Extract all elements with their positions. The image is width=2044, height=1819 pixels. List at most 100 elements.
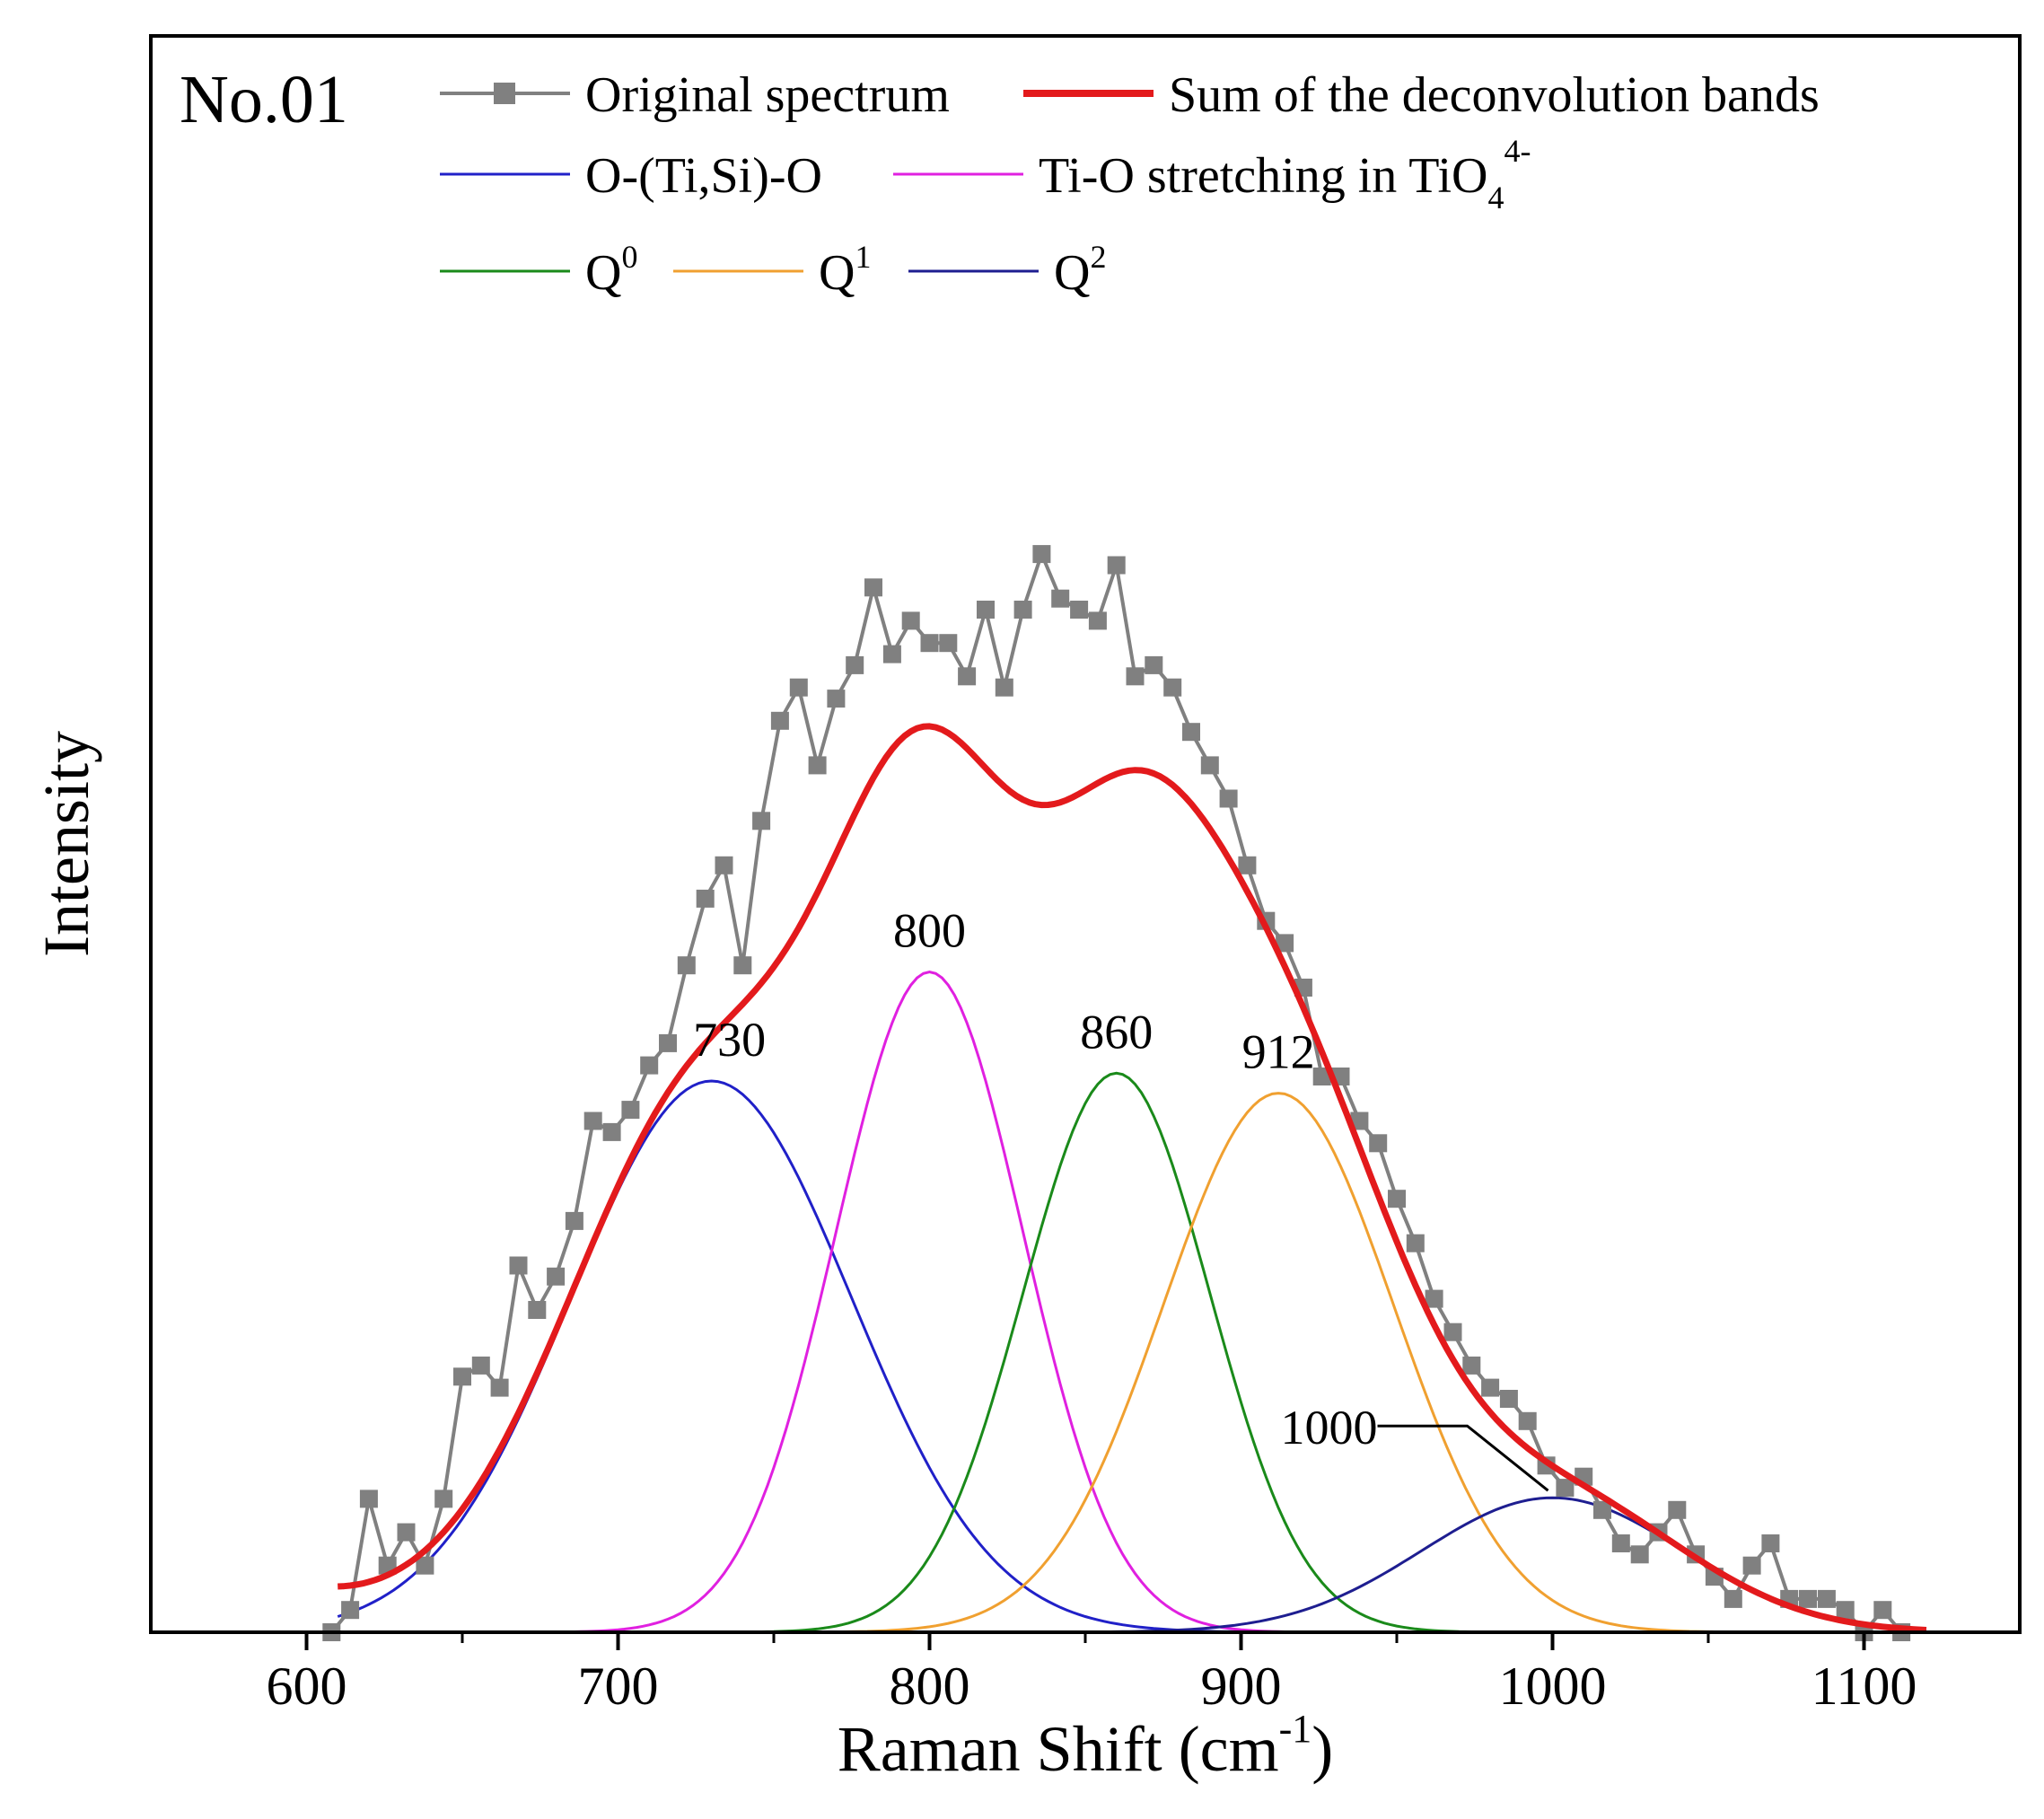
original-spectrum-point (1182, 723, 1200, 742)
x-axis-title-main: Raman Shift (cm (838, 1713, 1279, 1785)
peak-label-leader-line (1377, 1424, 1549, 1492)
legend-label-q0: Q0 (585, 239, 637, 301)
legend-label-q1: Q1 (819, 239, 871, 301)
x-axis-title-close: ) (1311, 1713, 1333, 1785)
original-spectrum-point (621, 1101, 640, 1120)
original-spectrum-point (1836, 1601, 1855, 1620)
original-spectrum-point (1238, 856, 1257, 874)
original-spectrum-point (509, 1256, 528, 1275)
original-spectrum-point (1070, 601, 1089, 619)
original-spectrum-point (1276, 934, 1294, 953)
original-spectrum-point (1799, 1589, 1817, 1608)
original-spectrum-point (1556, 1479, 1575, 1498)
x-tick-label: 800 (890, 1656, 970, 1716)
original-spectrum-point (882, 645, 901, 663)
legend-label-q1-sup: 1 (855, 239, 871, 275)
legend-label-tio-sup: 4- (1504, 133, 1531, 169)
original-spectrum-point (640, 1056, 659, 1075)
legend-marker-square (494, 83, 515, 104)
legend-label-q2-main: Q (1054, 245, 1090, 301)
original-spectrum-point (1761, 1534, 1780, 1552)
original-spectrum-point (1873, 1601, 1892, 1620)
original-spectrum-point (1443, 1323, 1462, 1341)
original-spectrum-point (1107, 556, 1126, 575)
original-spectrum-point (808, 756, 827, 775)
original-spectrum-point (1518, 1411, 1537, 1430)
legend-label-q2-sup: 2 (1090, 239, 1106, 275)
x-axis-ticks: 600 700 800 900 1000 1100 (267, 1632, 1917, 1716)
sum-curve-line (338, 723, 1927, 1633)
legend-label-original: Original spectrum (585, 67, 950, 123)
peak-labels: 730 800 860 912 1000 (693, 904, 1549, 1492)
original-spectrum-point (1611, 1534, 1630, 1552)
original-spectrum-point (453, 1367, 471, 1386)
y-axis-title: Intensity (31, 731, 102, 957)
peak-label-860: 860 (1080, 1005, 1153, 1059)
original-spectrum-point (696, 889, 715, 908)
original-spectrum-point (1817, 1589, 1836, 1608)
original-spectrum-point (1593, 1500, 1611, 1519)
original-spectrum-point (1630, 1545, 1649, 1564)
original-spectrum-point (1388, 1190, 1406, 1208)
legend-entry-otisio: O-(Ti,Si)-O (440, 148, 822, 204)
x-axis-title-sup: -1 (1279, 1707, 1312, 1751)
original-spectrum-point (416, 1556, 434, 1575)
original-spectrum-point (1462, 1356, 1481, 1375)
original-spectrum-point (1499, 1390, 1518, 1408)
x-tick-label: 1000 (1499, 1656, 1607, 1716)
original-spectrum-point (715, 856, 733, 874)
original-spectrum-point (341, 1601, 360, 1620)
original-spectrum-point (733, 956, 752, 975)
original-spectrum-point (528, 1301, 547, 1319)
x-tick-label: 1100 (1812, 1656, 1917, 1716)
original-spectrum-point (1406, 1234, 1425, 1252)
peak-label-1000: 1000 (1281, 1401, 1378, 1454)
legend-label-sum: Sum of the deconvolution bands (1169, 67, 1820, 123)
original-spectrum-point (1350, 1112, 1369, 1130)
original-spectrum-point (434, 1489, 453, 1508)
legend-label-tio-main: Ti-O stretching in TiO (1039, 148, 1488, 204)
peak-label-912: 912 (1242, 1025, 1315, 1079)
original-spectrum-point (958, 667, 977, 686)
original-spectrum-point (1742, 1556, 1761, 1575)
original-spectrum-point (1481, 1378, 1500, 1397)
original-spectrum-point (397, 1523, 416, 1542)
original-spectrum-point (995, 678, 1013, 697)
original-spectrum-point (901, 611, 920, 630)
original-spectrum-point (471, 1356, 490, 1375)
legend: Original spectrum Sum of the deconvoluti… (440, 67, 1820, 301)
original-spectrum-point (827, 690, 846, 708)
original-spectrum-point (1088, 611, 1107, 630)
original-spectrum-point (1425, 1289, 1443, 1308)
legend-entry-sum: Sum of the deconvolution bands (1023, 67, 1820, 123)
original-spectrum-point (752, 812, 771, 830)
original-spectrum-point (583, 1112, 602, 1130)
legend-entry-tio: Ti-O stretching in TiO44- (893, 133, 1531, 215)
original-spectrum-point (490, 1378, 509, 1397)
x-tick-label: 600 (267, 1656, 347, 1716)
peak-label-730: 730 (693, 1013, 766, 1067)
legend-label-q0-main: Q (585, 245, 621, 301)
original-spectrum-point (770, 711, 789, 730)
original-spectrum-point (789, 678, 808, 697)
original-spectrum-point (939, 634, 958, 653)
original-spectrum-point (977, 601, 995, 619)
legend-entry-original: Original spectrum (440, 67, 950, 123)
original-spectrum-point (1369, 1134, 1388, 1153)
original-spectrum-point (565, 1211, 583, 1230)
original-spectrum-point (864, 578, 882, 597)
original-spectrum-point (602, 1122, 621, 1141)
original-spectrum-point (1668, 1500, 1687, 1519)
original-spectrum-point (547, 1267, 566, 1286)
original-spectrum-point (846, 655, 864, 674)
original-spectrum-point (1051, 589, 1070, 608)
peak-label-800: 800 (893, 904, 966, 958)
original-spectrum-point (1312, 1068, 1331, 1085)
original-spectrum-point (1163, 678, 1182, 697)
panel-label: No.01 (180, 62, 348, 137)
original-spectrum-point (920, 634, 939, 653)
x-tick-label: 700 (578, 1656, 659, 1716)
legend-entry-q0: Q0 (440, 239, 637, 301)
sum-curve-series (338, 723, 1927, 1633)
x-axis-title: Raman Shift (cm-1) (838, 1707, 1334, 1785)
